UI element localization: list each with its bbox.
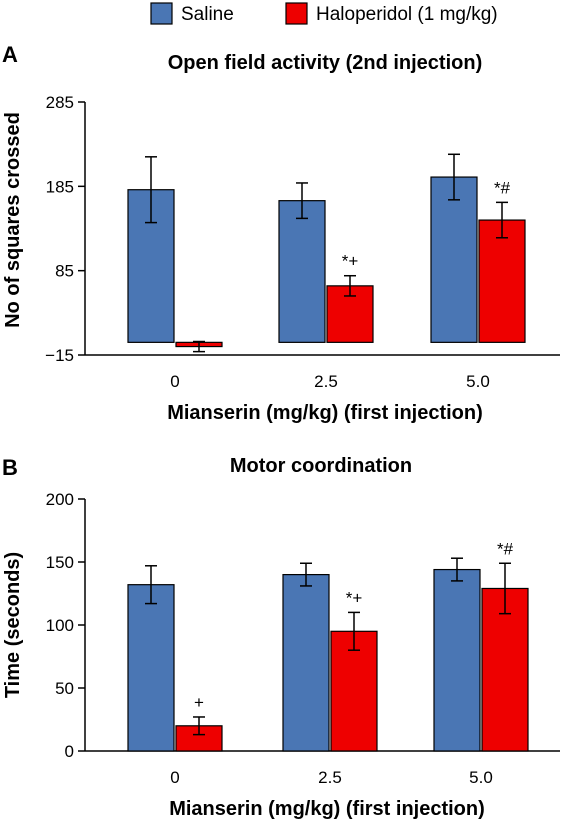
y-axis-label-a: No of squares crossed	[2, 112, 24, 328]
x-tick-label-a: 0	[170, 372, 179, 391]
y-tick-label-a: 185	[46, 177, 74, 196]
y-tick-label-b: 200	[46, 490, 74, 509]
significance-mark-a: *+	[342, 252, 359, 271]
x-tick-label-b: 0	[170, 768, 179, 787]
legend-swatch-saline	[150, 2, 173, 25]
legend-label-saline: Saline	[181, 4, 234, 25]
significance-mark-a: *#	[494, 178, 511, 197]
y-tick-label-b: 150	[46, 553, 74, 572]
x-axis-label-b: Mianserin (mg/kg) (first injection)	[169, 798, 485, 820]
panel-a: A Open field activity (2nd injection) No…	[2, 42, 560, 424]
y-tick-label-a: −15	[45, 346, 74, 365]
x-tick-label-b: 5.0	[469, 768, 493, 787]
x-tick-label-a: 5.0	[466, 372, 490, 391]
bar-saline-b	[127, 584, 175, 752]
x-axis-label-a: Mianserin (mg/kg) (first injection)	[167, 402, 483, 424]
significance-mark-b: +	[194, 693, 204, 712]
panel-letter-a: A	[2, 42, 18, 67]
bar-haloperidol-a	[478, 219, 526, 343]
y-axis-label-b: Time (seconds)	[2, 552, 24, 698]
chart-title-a: Open field activity (2nd injection)	[168, 52, 482, 74]
y-tick-label-a: 85	[55, 262, 74, 281]
x-tick-label-a: 2.5	[314, 372, 338, 391]
legend-label-haloperidol: Haloperidol (1 mg/kg)	[316, 4, 498, 25]
bar-haloperidol-b	[481, 587, 529, 752]
bar-saline-a	[430, 176, 478, 343]
legend: Saline Haloperidol (1 mg/kg)	[150, 2, 498, 25]
significance-mark-b: *#	[497, 539, 514, 558]
y-tick-label-a: 285	[46, 93, 74, 112]
panel-b: B Motor coordination Time (seconds) Mian…	[2, 455, 560, 820]
chart-title-b: Motor coordination	[230, 455, 412, 477]
panel-letter-b: B	[2, 455, 18, 480]
significance-mark-b: *+	[346, 588, 363, 607]
bar-saline-a	[278, 200, 326, 343]
y-tick-label-b: 100	[46, 616, 74, 635]
x-tick-label-b: 2.5	[318, 768, 342, 787]
bar-saline-b	[433, 568, 481, 752]
legend-swatch-haloperidol	[285, 2, 308, 25]
y-tick-label-b: 0	[65, 742, 74, 761]
y-tick-label-b: 50	[55, 679, 74, 698]
bar-saline-b	[282, 573, 330, 752]
bar-haloperidol-b	[330, 630, 378, 752]
